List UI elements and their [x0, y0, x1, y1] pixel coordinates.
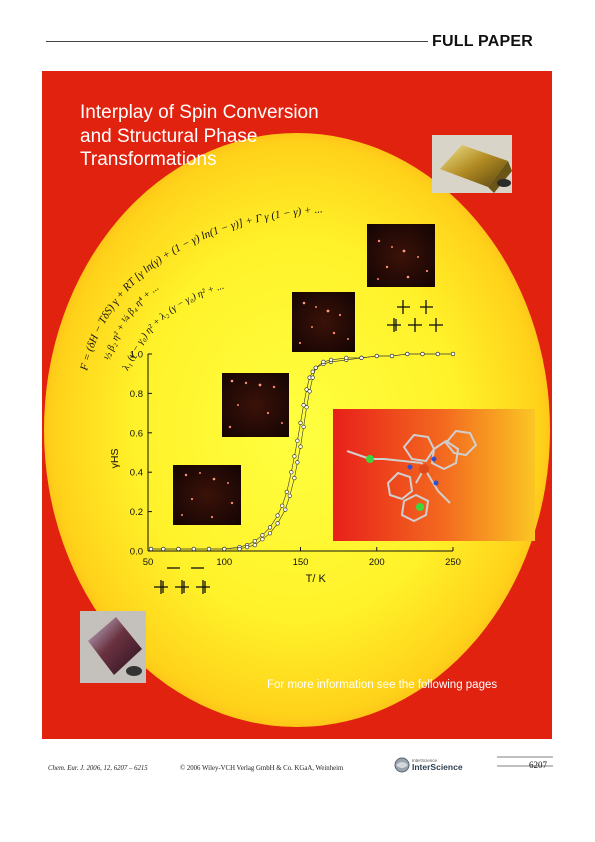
series-1-point	[295, 438, 300, 443]
y-tick-label: 0.4	[130, 468, 143, 479]
spin-diagram-low-spin	[154, 567, 210, 594]
diffraction-photo-4	[173, 465, 241, 525]
chart-labels: 0.0 0.2 0.4 0.6 0.8 1.0 50 100 150 200 250 T/ K γHS	[109, 350, 461, 586]
series-2-point	[260, 537, 265, 542]
poster-title-line-3: Transformations	[80, 149, 217, 170]
series-1-point	[275, 513, 280, 518]
series-2-point	[328, 357, 334, 363]
x-tick-label: 250	[445, 557, 461, 568]
series-1-point	[301, 403, 306, 408]
series-2-point	[222, 546, 227, 552]
diffraction-photo-1	[367, 224, 435, 287]
series-1-point	[289, 470, 294, 475]
series-1-point	[252, 539, 257, 544]
series-2-point	[245, 545, 250, 550]
diffraction-photo-2	[292, 292, 355, 352]
series-2-point	[191, 546, 196, 552]
poster-title: Interplay of Spin Conversion and Structu…	[80, 101, 319, 172]
series-2-point	[374, 353, 379, 359]
logo-text: InterScience	[412, 762, 463, 772]
y-tick-label: 1.0	[130, 350, 143, 361]
series-2-point	[275, 521, 280, 526]
series-1-point	[298, 420, 303, 426]
poster-title-line-2: and Structural Phase	[80, 125, 258, 147]
series-1-point	[304, 387, 309, 392]
x-tick-label: 100	[216, 557, 232, 568]
series-2-point	[292, 476, 297, 481]
series-2-point	[321, 359, 326, 365]
series-2-point	[307, 389, 312, 394]
series-2-point	[283, 507, 288, 512]
series-1-point	[267, 525, 273, 530]
series-2-point	[304, 405, 309, 410]
molecule-structure	[333, 409, 535, 541]
series-2-point	[420, 351, 425, 357]
poster-title-line-1: Interplay of Spin Conversion	[80, 102, 319, 123]
y-axis-label: γHS	[109, 448, 121, 468]
series-2-point	[435, 351, 440, 357]
series-2-point	[287, 493, 292, 498]
series-2-line	[151, 353, 453, 550]
series-2-point	[450, 351, 456, 357]
y-tick-label: 0.8	[130, 389, 143, 400]
series-2-point	[344, 355, 349, 361]
x-tick-label: 150	[293, 557, 309, 568]
page-number-rule	[497, 756, 553, 767]
series-2-point	[301, 424, 306, 430]
series-2-point	[252, 543, 257, 548]
frontispiece-poster: Interplay of Spin Conversion and Structu…	[42, 71, 552, 739]
interscience-logo: InterScience InterScience	[394, 757, 463, 773]
series-2-point	[389, 353, 395, 359]
series-2-point	[359, 355, 364, 361]
copyright-notice: © 2006 Wiley-VCH Verlag GmbH & Co. KGaA,…	[180, 765, 344, 772]
diffraction-photo-3	[222, 373, 289, 437]
x-axis-label: T/ K	[306, 573, 327, 585]
section-label: FULL PAPER	[432, 33, 533, 50]
series-2-point	[267, 531, 273, 536]
poster-footer-text: For more information see the following p…	[267, 679, 498, 691]
series-2-point	[298, 444, 303, 449]
series-2-point	[313, 365, 318, 370]
header-rule	[46, 41, 428, 42]
poster-graphics: F = (δH − TδS) γ + RT [γ ln(γ) + (1 − γ)…	[78, 135, 535, 683]
x-tick-label: 200	[369, 557, 385, 568]
x-tick-label: 50	[143, 557, 154, 568]
series-2-point	[405, 351, 410, 357]
series-1-point	[260, 533, 265, 538]
series-2-point	[161, 546, 166, 552]
series-2-point	[176, 546, 181, 552]
crystal-photo-bottom	[80, 611, 146, 683]
chart-axes	[147, 353, 454, 552]
page-number: 6207	[529, 760, 547, 770]
series-1-point	[284, 489, 289, 495]
series-2-point	[206, 546, 212, 552]
y-tick-label: 0.0	[130, 547, 143, 558]
chart-marks	[148, 351, 456, 552]
crystal-photo-top	[432, 135, 512, 193]
journal-reference: Chem. Eur. J. 2006, 12, 6207 – 6215	[48, 765, 148, 772]
y-tick-label: 0.2	[130, 507, 143, 518]
series-2-point	[310, 375, 315, 380]
spin-diagram-high-spin	[387, 300, 443, 332]
y-tick-label: 0.6	[130, 428, 143, 439]
series-1-point	[280, 503, 285, 508]
series-1-line	[151, 353, 453, 550]
series-1-point	[292, 454, 297, 459]
series-2-point	[148, 546, 154, 552]
series-2-point	[295, 460, 300, 465]
series-2-point	[237, 546, 242, 552]
logo-small-text: InterScience	[412, 758, 438, 763]
spin-transition-chart: 0.0 0.2 0.4 0.6 0.8 1.0 50 100 150 200 250 T/ K γHS	[109, 350, 461, 586]
